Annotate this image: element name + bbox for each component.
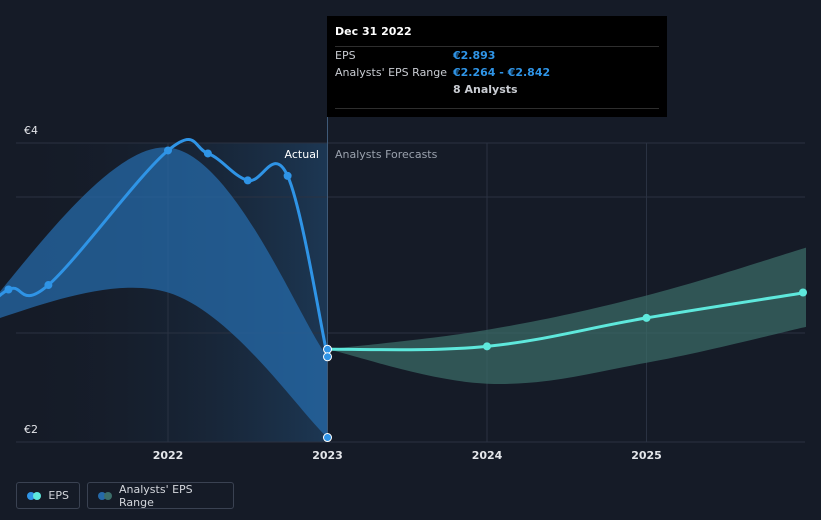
- tooltip-analysts-row: 8 Analysts: [335, 81, 659, 98]
- tooltip-range-value: €2.264 - €2.842: [453, 66, 551, 79]
- eps-point-actual: [164, 146, 172, 155]
- tooltip-date: Dec 31 2022: [335, 24, 659, 47]
- range-legend-icon: [98, 491, 112, 500]
- eps-point-actual: [283, 171, 292, 180]
- legend-range[interactable]: Analysts' EPS Range: [87, 482, 234, 509]
- x-tick-label: 2025: [631, 449, 662, 462]
- x-tick-label: 2022: [153, 449, 184, 462]
- legend-range-label: Analysts' EPS Range: [119, 482, 193, 509]
- tooltip-range-row: Analysts' EPS Range €2.264 - €2.842: [335, 64, 659, 81]
- tooltip-eps-label: EPS: [335, 49, 356, 62]
- tooltip-marker: [323, 344, 332, 354]
- tooltip-marker: [323, 352, 332, 362]
- eps-tooltip: Dec 31 2022 EPS €2.893 Analysts' EPS Ran…: [327, 16, 667, 117]
- eps-point-actual: [243, 176, 252, 185]
- eps-line-actual: [0, 138, 329, 358]
- y-tick-label: €4: [24, 124, 38, 137]
- eps-point-actual: [203, 149, 212, 158]
- tooltip-marker: [323, 433, 332, 443]
- tooltip-eps-value: €2.893: [453, 49, 496, 62]
- legend-eps-label: EPS: [48, 489, 69, 502]
- eps-point-forecast: [799, 288, 807, 297]
- tooltip-analysts-count: 8 Analysts: [453, 83, 518, 96]
- eps-point-actual: [4, 285, 13, 294]
- x-tick-label: 2023: [312, 449, 343, 462]
- x-tick-label: 2024: [472, 449, 503, 462]
- eps-point-actual: [44, 281, 53, 290]
- range-area-actual: [0, 147, 328, 438]
- eps-point-forecast: [483, 342, 491, 351]
- actual-label: Actual: [285, 148, 319, 161]
- tooltip-range-label: Analysts' EPS Range: [335, 66, 448, 79]
- range-area-forecast: [327, 247, 806, 384]
- y-tick-label: €2: [24, 423, 38, 436]
- eps-point-forecast: [642, 313, 651, 322]
- eps-line-forecast: [327, 291, 807, 352]
- legend-eps[interactable]: EPS: [16, 482, 80, 509]
- tooltip-eps-row: EPS €2.893: [335, 47, 659, 64]
- eps-legend-icon: [27, 491, 41, 500]
- forecast-label: Analysts Forecasts: [335, 148, 438, 161]
- tooltip-divider: [335, 108, 659, 109]
